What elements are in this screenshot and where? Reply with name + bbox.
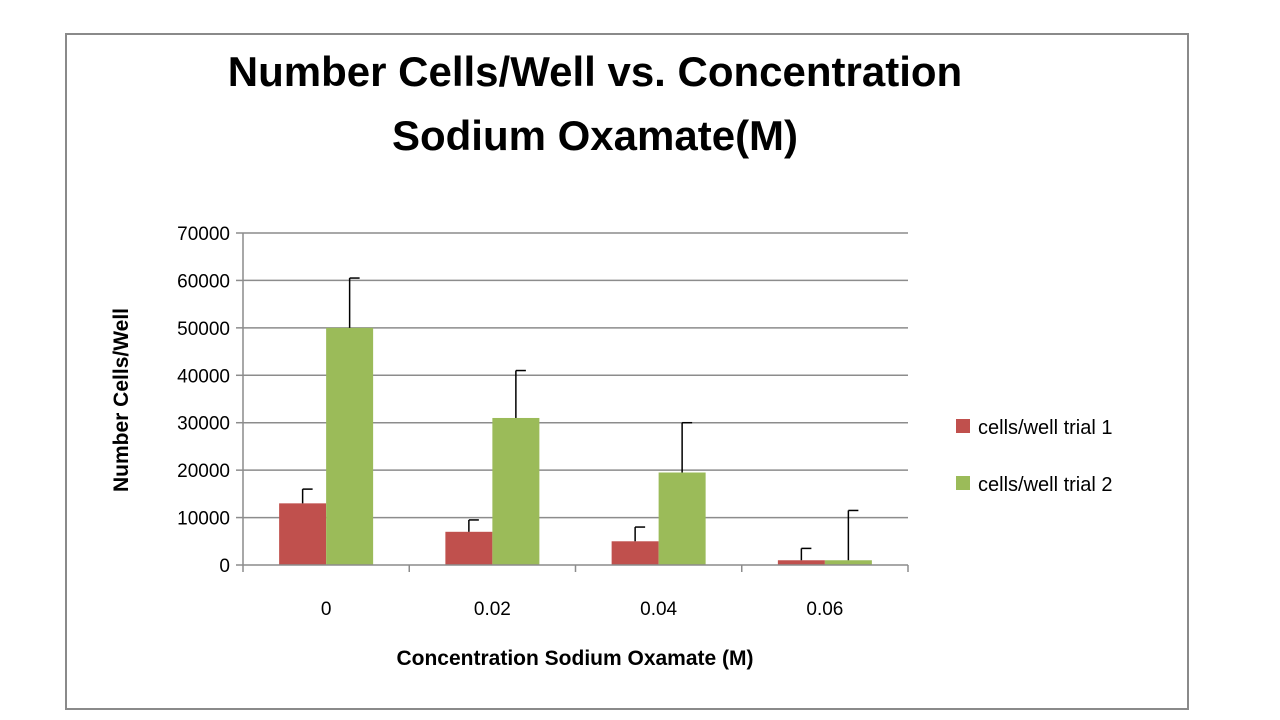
y-axis-title: Number Cells/Well bbox=[110, 308, 133, 492]
legend-label: cells/well trial 1 bbox=[978, 417, 1112, 439]
chart-title: Number Cells/Well vs. Concentration Sodi… bbox=[0, 40, 1190, 168]
y-tick-label: 0 bbox=[219, 556, 230, 577]
bar-2 bbox=[658, 472, 706, 565]
x-tick-label: 0.02 bbox=[474, 599, 511, 620]
bar-1 bbox=[777, 560, 825, 565]
y-tick-label: 30000 bbox=[177, 414, 230, 435]
y-tick-label: 20000 bbox=[177, 461, 230, 482]
x-tick-label: 0 bbox=[321, 599, 332, 620]
bar-2 bbox=[824, 560, 872, 565]
y-tick-label: 40000 bbox=[177, 366, 230, 387]
x-tick-label: 0.04 bbox=[640, 599, 677, 620]
y-tick-label: 50000 bbox=[177, 319, 230, 340]
y-tick-label: 60000 bbox=[177, 271, 230, 292]
chart-title-line-2: Sodium Oxamate(M) bbox=[391, 112, 799, 159]
legend-label: cells/well trial 2 bbox=[978, 474, 1112, 496]
legend-swatch bbox=[956, 476, 970, 490]
bar-2 bbox=[492, 417, 540, 565]
bar-1 bbox=[611, 541, 659, 565]
legend: cells/well trial 1 cells/well trial 2 bbox=[956, 417, 1112, 496]
bar-1 bbox=[445, 531, 493, 565]
x-tick-label: 0.06 bbox=[806, 599, 843, 620]
y-tick-label: 70000 bbox=[177, 224, 230, 245]
bar-1 bbox=[279, 503, 327, 565]
y-tick-label: 10000 bbox=[177, 509, 230, 530]
legend-swatch bbox=[956, 419, 970, 433]
chart-frame bbox=[65, 33, 1189, 710]
chart-title-line-1: Number Cells/Well vs. Concentration bbox=[227, 48, 963, 95]
bar-2 bbox=[326, 327, 374, 565]
x-axis-title: Concentration Sodium Oxamate (M) bbox=[396, 647, 753, 670]
